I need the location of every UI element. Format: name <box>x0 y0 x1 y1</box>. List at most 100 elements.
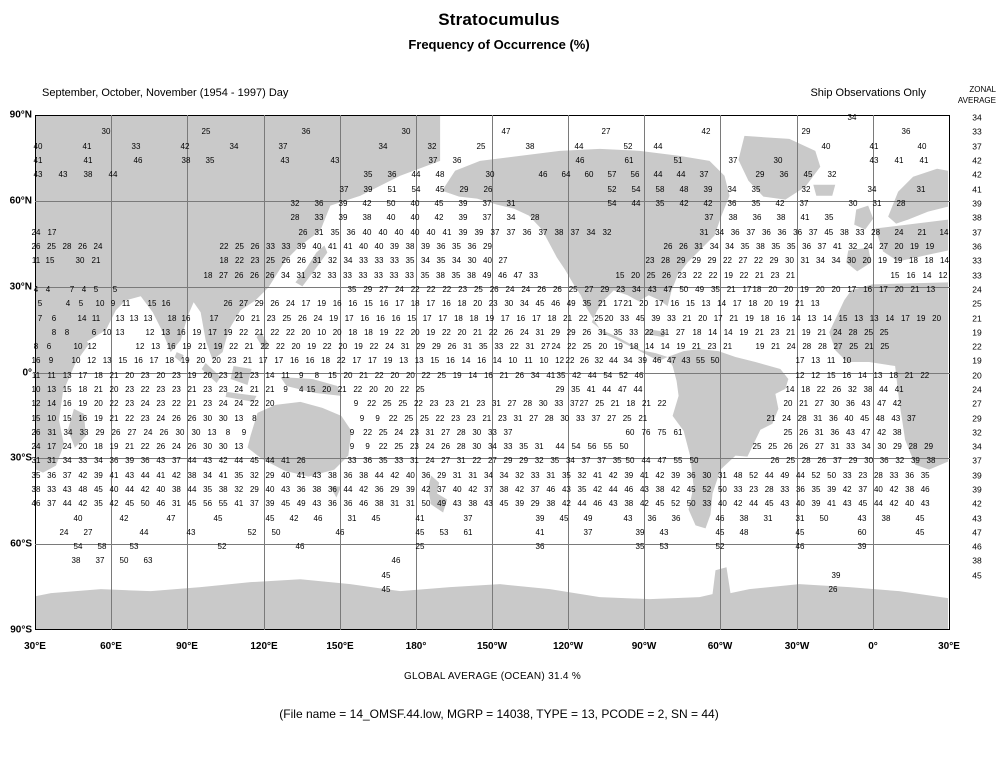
grid-value: 52 <box>716 543 725 551</box>
grid-value: 38 <box>729 214 738 222</box>
grid-value: 9 <box>242 429 246 437</box>
newguinea-landmass <box>280 376 342 396</box>
grid-value: 29 <box>551 329 560 337</box>
greenland-landmass <box>738 135 821 200</box>
grid-value: 37 <box>597 457 606 465</box>
grid-value: 23 <box>467 415 476 423</box>
grid-value: 39 <box>390 243 399 251</box>
grid-value: 27 <box>607 415 616 423</box>
grid-value: 50 <box>626 457 635 465</box>
grid-value: 20 <box>406 372 415 380</box>
grid-value: 26 <box>160 429 169 437</box>
grid-value: 28 <box>545 415 554 423</box>
grid-value: 31 <box>390 500 399 508</box>
grid-value: 35 <box>656 200 665 208</box>
grid-value: 22 <box>367 400 376 408</box>
zonal-average-value: 33 <box>972 271 981 281</box>
grid-value: 32 <box>828 171 837 179</box>
grid-value: 22 <box>260 343 269 351</box>
grid-value: 15 <box>307 386 316 394</box>
grid-value: 40 <box>453 486 462 494</box>
grid-value: 16 <box>333 300 342 308</box>
grid-value: 33 <box>390 272 399 280</box>
grid-value: 44 <box>140 529 149 537</box>
grid-value: 18 <box>411 300 420 308</box>
grid-value: 44 <box>749 500 758 508</box>
grid-value: 35 <box>614 329 623 337</box>
grid-value: 36 <box>687 472 696 480</box>
zonal-average-value: 46 <box>972 542 981 552</box>
grid-value: 39 <box>911 457 920 465</box>
zonal-average-value: 47 <box>972 528 981 538</box>
grid-value: 33 <box>266 243 275 251</box>
grid-value: 25 <box>398 400 407 408</box>
grid-value: 39 <box>651 315 660 323</box>
grid-value: 56 <box>203 500 212 508</box>
grid-value: 32 <box>578 472 587 480</box>
grid-value: 52 <box>218 543 227 551</box>
zonal-average-value: 38 <box>972 556 981 566</box>
grid-value: 19 <box>110 443 119 451</box>
grid-value: 26 <box>188 415 197 423</box>
grid-value: 5 <box>113 286 117 294</box>
grid-value: 16 <box>360 315 369 323</box>
grid-value: 19 <box>756 343 765 351</box>
grid-value: 45 <box>916 529 925 537</box>
grid-value: 44 <box>632 200 641 208</box>
grid-value: 22 <box>567 343 576 351</box>
grid-value: 43 <box>484 500 493 508</box>
grid-value: 15 <box>686 300 695 308</box>
grid-value: 43 <box>59 171 68 179</box>
grid-value: 15 <box>328 372 337 380</box>
grid-value: 31 <box>297 272 306 280</box>
grid-value: 39 <box>406 486 415 494</box>
grid-value: 40 <box>483 257 492 265</box>
grid-value: 15 <box>46 257 55 265</box>
grid-value: 21 <box>918 229 927 237</box>
grid-value: 36 <box>388 171 397 179</box>
grid-value: 26 <box>553 286 562 294</box>
grid-value: 33 <box>504 443 513 451</box>
grid-value: 16 <box>442 300 451 308</box>
grid-value: 14 <box>940 229 949 237</box>
grid-value: 22 <box>645 329 654 337</box>
grid-value: 41 <box>546 372 555 380</box>
grid-value: 28 <box>802 343 811 351</box>
grid-value: 22 <box>353 386 362 394</box>
grid-value: 31 <box>598 329 607 337</box>
grid-value: 43 <box>281 157 290 165</box>
grid-value: 22 <box>276 343 285 351</box>
grid-value: 9 <box>354 400 358 408</box>
grid-value: 12 <box>555 357 564 365</box>
grid-value: 20 <box>895 286 904 294</box>
grid-value: 32 <box>535 457 544 465</box>
grid-value: 33 <box>554 400 563 408</box>
latitude-gridline <box>35 373 950 374</box>
grid-value: 45 <box>416 529 425 537</box>
grid-value: 35 <box>787 243 796 251</box>
grid-value: 24 <box>520 329 529 337</box>
grid-value: 33 <box>132 143 141 151</box>
grid-value: 19 <box>78 400 87 408</box>
grid-value: 26 <box>297 257 306 265</box>
grid-value: 35 <box>578 486 587 494</box>
grid-value: 58 <box>656 186 665 194</box>
grid-value: 42 <box>877 429 886 437</box>
grid-value: 35 <box>921 472 930 480</box>
grid-value: 38 <box>526 143 535 151</box>
grid-value: 20 <box>369 386 378 394</box>
grid-value: 36 <box>648 515 657 523</box>
grid-value: 23 <box>172 386 181 394</box>
grid-value: 21 <box>642 400 651 408</box>
grid-value: 49 <box>483 272 492 280</box>
grid-value: 25 <box>849 343 858 351</box>
grid-value: 48 <box>876 415 885 423</box>
zonal-average-value: 22 <box>972 342 981 352</box>
grid-value: 23 <box>156 386 165 394</box>
grid-value: 25 <box>437 372 446 380</box>
grid-value: 40 <box>874 486 883 494</box>
grid-value: 20 <box>473 300 482 308</box>
grid-value: 16 <box>484 372 493 380</box>
grid-value: 25 <box>647 272 656 280</box>
grid-value: 23 <box>771 272 780 280</box>
